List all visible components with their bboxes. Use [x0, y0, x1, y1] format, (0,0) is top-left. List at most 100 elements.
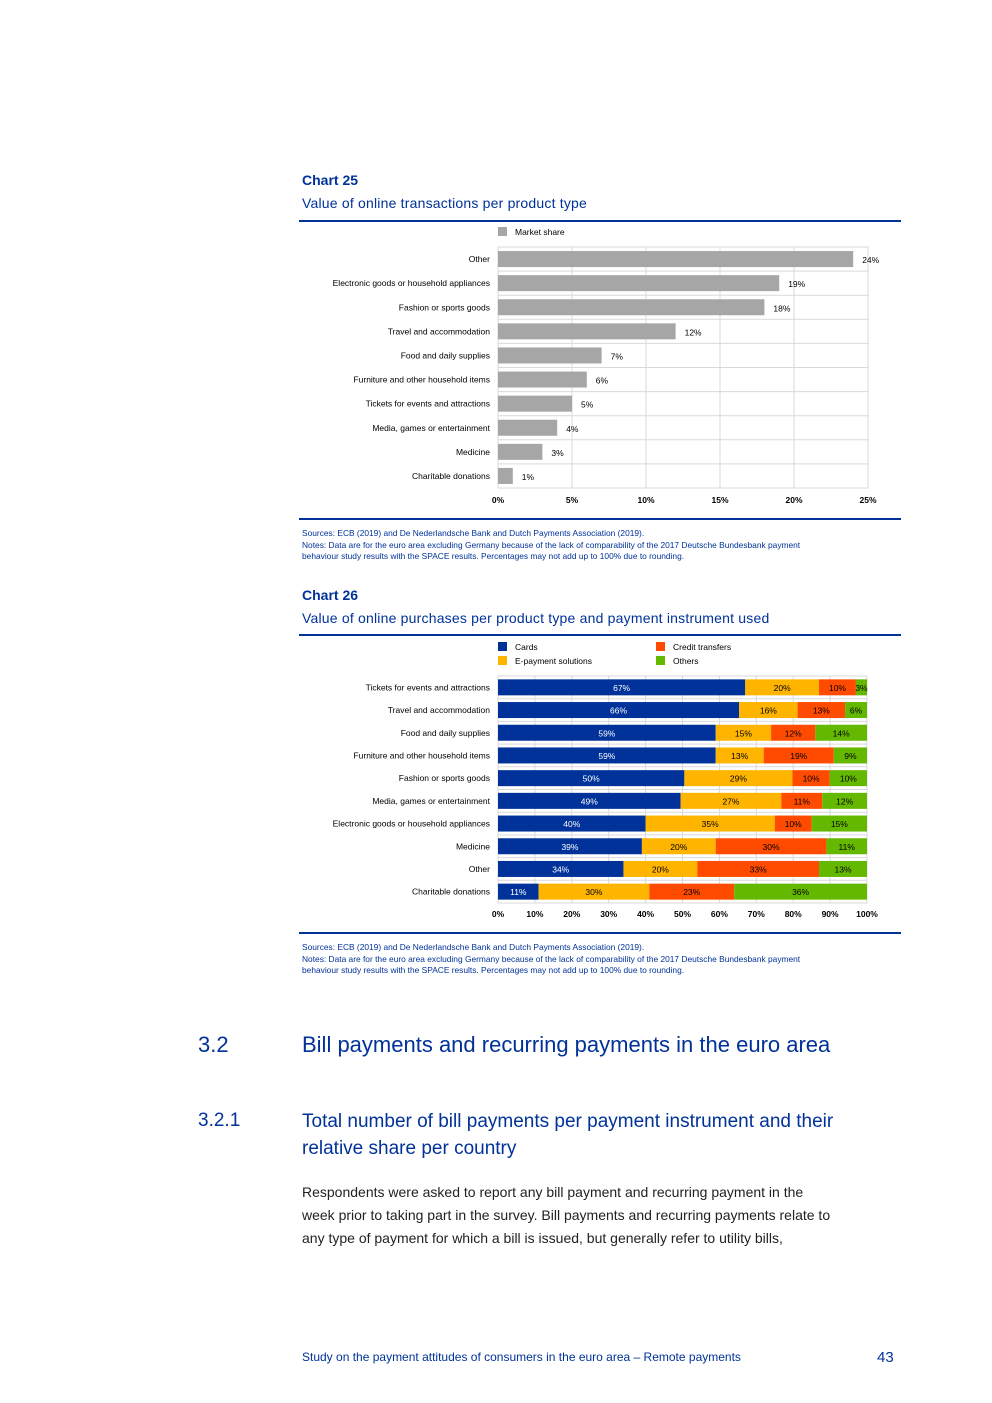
data-label-tickets-for-events-and-attractions-e-payment-solutions: 20% [774, 683, 791, 693]
data-label-electronic-goods-or-household-appliances-others: 15% [831, 819, 848, 829]
section-title: Bill payments and recurring payments in … [302, 1032, 831, 1057]
chart26-notes-line2: behaviour study results with the SPACE r… [302, 965, 685, 975]
category-label-travel-and-accommodation: Travel and accommodation [388, 326, 490, 336]
data-label-other-credit-transfers: 33% [750, 864, 767, 874]
segment-electronic-goods-or-household-appliances-cards [498, 815, 646, 832]
chart25-bar-chart: Market share 0% 5% 10% 15% 20% 25% Other 24% Elec… [333, 227, 880, 505]
data-label-food-and-daily-supplies: 7% [611, 351, 624, 361]
data-label-medicine-cards: 39% [561, 842, 578, 852]
segment-travel-and-accommodation-credit-transfers [797, 702, 846, 719]
x-tick-label: 10% [637, 495, 654, 505]
category-label-fashion-or-sports-goods: Fashion or sports goods [399, 773, 490, 783]
segment-media-games-or-entertainment-e-payment-solutions [680, 792, 782, 809]
data-label-electronic-goods-or-household-appliances-e-payment-solutions: 35% [702, 819, 719, 829]
segment-furniture-and-other-household-items-credit-transfers [763, 747, 834, 764]
data-label-fashion-or-sports-goods: 18% [773, 303, 790, 313]
subsection-title-line2: relative share per country [302, 1138, 517, 1159]
x-tick-label: 15% [711, 495, 728, 505]
data-label-fashion-or-sports-goods-credit-transfers: 10% [803, 774, 820, 784]
segment-medicine-cards [498, 838, 642, 855]
data-label-furniture-and-other-household-items-others: 9% [844, 751, 857, 761]
segment-other-credit-transfers [697, 860, 820, 877]
segment-electronic-goods-or-household-appliances-others [811, 815, 867, 832]
chart25-notes-line1: Notes: Data are for the euro area exclud… [302, 539, 801, 550]
segment-other-cards [498, 860, 624, 877]
data-label-medicine-credit-transfers: 30% [763, 842, 780, 852]
data-label-medicine: 3% [551, 448, 564, 458]
section-number: 3.2 [198, 1032, 229, 1057]
data-label-travel-and-accommodation-others: 6% [850, 706, 863, 716]
paragraph-line2: week prior to taking part in the survey.… [302, 1207, 831, 1223]
data-label-other: 24% [862, 255, 879, 265]
legend-label-others: Others [673, 656, 699, 666]
data-label-food-and-daily-supplies-others: 14% [833, 728, 850, 738]
category-label-charitable-donations: Charitable donations [412, 887, 490, 897]
data-label-food-and-daily-supplies-cards: 59% [598, 728, 615, 738]
category-label-tickets-for-events-and-attractions: Tickets for events and attractions [366, 682, 490, 692]
chart25-notes: Sources: ECB (2019) and De Nederlandsche… [302, 528, 902, 563]
x-tick-label: 100% [856, 909, 878, 919]
chart26-subtitle: Value of online purchases per product ty… [302, 610, 770, 626]
x-tick-label: 50% [674, 909, 691, 919]
chart26-notes: Sources: ECB (2019) and De Nederlandsche… [302, 942, 902, 977]
chart25-sources: Sources: ECB (2019) and De Nederlandsche… [302, 528, 645, 538]
footer-title: Study on the payment attitudes of consum… [302, 1350, 741, 1364]
category-label-furniture-and-other-household-items: Furniture and other household items [353, 375, 490, 385]
bar-other [498, 251, 854, 268]
segment-media-games-or-entertainment-credit-transfers [781, 792, 823, 809]
bar-travel-and-accommodation [498, 323, 676, 340]
segment-charitable-donations-e-payment-solutions [538, 883, 650, 900]
page-number: 43 [877, 1349, 894, 1366]
bar-electronic-goods-or-household-appliances [498, 275, 780, 292]
segment-medicine-credit-transfers [715, 838, 827, 855]
category-label-tickets-for-events-and-attractions: Tickets for events and attractions [366, 399, 490, 409]
x-tick-label: 30% [600, 909, 617, 919]
x-tick-label: 0% [492, 495, 505, 505]
segment-tickets-for-events-and-attractions-cards [498, 679, 746, 696]
data-label-media-games-or-entertainment: 4% [566, 424, 579, 434]
segment-travel-and-accommodation-e-payment-solutions [739, 702, 798, 719]
category-label-electronic-goods-or-household-appliances: Electronic goods or household appliances [333, 278, 490, 288]
chart26-sources: Sources: ECB (2019) and De Nederlandsche… [302, 942, 645, 952]
data-label-media-games-or-entertainment-cards: 49% [581, 796, 598, 806]
subsection-title: Total number of bill payments per paymen… [302, 1108, 902, 1162]
bar-charitable-donations [498, 467, 513, 484]
data-label-fashion-or-sports-goods-others: 10% [840, 774, 857, 784]
data-label-food-and-daily-supplies-credit-transfers: 12% [785, 728, 802, 738]
data-label-other-others: 13% [835, 864, 852, 874]
body-paragraph: Respondents were asked to report any bil… [302, 1181, 902, 1250]
segment-food-and-daily-supplies-others [815, 724, 867, 741]
legend-swatch-market-share [498, 227, 507, 236]
data-label-fashion-or-sports-goods-e-payment-solutions: 29% [730, 774, 747, 784]
segment-other-e-payment-solutions [623, 860, 698, 877]
chart26-label: Chart 26 [302, 587, 359, 603]
segment-tickets-for-events-and-attractions-others [855, 679, 867, 696]
legend-swatch-cards [498, 642, 507, 651]
segment-furniture-and-other-household-items-cards [498, 747, 716, 764]
data-label-furniture-and-other-household-items-cards: 59% [598, 751, 615, 761]
data-label-other-e-payment-solutions: 20% [652, 864, 669, 874]
category-label-fashion-or-sports-goods: Fashion or sports goods [399, 302, 490, 312]
data-label-travel-and-accommodation-e-payment-solutions: 16% [760, 706, 777, 716]
segment-fashion-or-sports-goods-cards [498, 770, 685, 787]
data-label-travel-and-accommodation-cards: 66% [610, 706, 627, 716]
segment-furniture-and-other-household-items-e-payment-solutions [715, 747, 764, 764]
data-label-charitable-donations: 1% [522, 472, 535, 482]
data-label-electronic-goods-or-household-appliances-credit-transfers: 10% [785, 819, 802, 829]
data-label-media-games-or-entertainment-credit-transfers: 11% [794, 796, 811, 806]
data-label-charitable-donations-cards: 11% [510, 887, 527, 897]
chart26-stacked-bar-chart: Cards E-payment solutions Credit transfers… [333, 642, 878, 919]
data-label-furniture-and-other-household-items-credit-transfers: 19% [790, 751, 807, 761]
segment-medicine-e-payment-solutions [641, 838, 716, 855]
segment-electronic-goods-or-household-appliances-credit-transfers [774, 815, 812, 832]
segment-fashion-or-sports-goods-others [829, 770, 867, 787]
x-tick-label: 0% [492, 909, 505, 919]
x-tick-label: 20% [563, 909, 580, 919]
category-label-food-and-daily-supplies: Food and daily supplies [401, 728, 490, 738]
x-tick-label: 60% [711, 909, 728, 919]
x-tick-label: 10% [526, 909, 543, 919]
x-tick-label: 40% [637, 909, 654, 919]
paragraph-line3: any type of payment for which a bill is … [302, 1230, 783, 1246]
category-label-media-games-or-entertainment: Media, games or entertainment [372, 423, 490, 433]
segment-fashion-or-sports-goods-e-payment-solutions [684, 770, 793, 787]
